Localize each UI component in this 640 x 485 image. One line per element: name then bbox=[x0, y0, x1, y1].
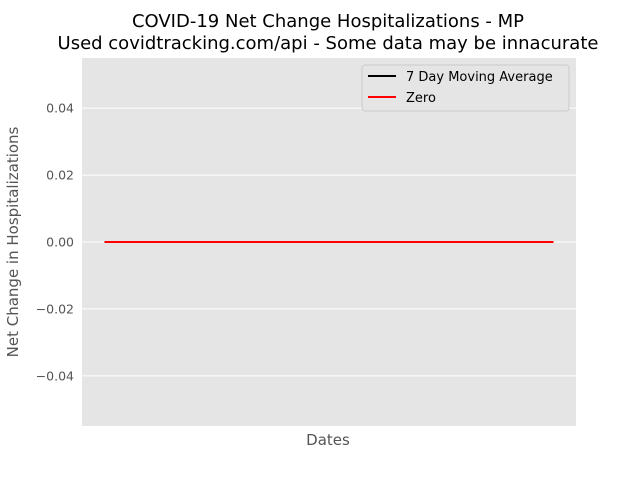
chart-title: COVID-19 Net Change Hospitalizations - M… bbox=[132, 11, 524, 32]
y-tick-label: −0.04 bbox=[36, 368, 74, 383]
legend-label-zero: Zero bbox=[406, 91, 436, 106]
y-axis-label: Net Change in Hospitalizations bbox=[4, 126, 22, 357]
y-tick-label: 0.02 bbox=[46, 168, 74, 183]
legend-label-moving-average: 7 Day Moving Average bbox=[406, 70, 553, 85]
legend-box bbox=[361, 64, 570, 112]
x-axis-label: Dates bbox=[306, 431, 350, 449]
y-tick-label: 0.00 bbox=[46, 235, 74, 250]
y-tick-label: −0.02 bbox=[36, 301, 74, 316]
y-tick-labels: −0.04 −0.02 0.00 0.02 0.04 bbox=[36, 101, 74, 384]
legend: 7 Day Moving Average Zero bbox=[361, 64, 570, 112]
chart-subtitle: Used covidtracking.com/api - Some data m… bbox=[58, 33, 599, 54]
y-tick-label: 0.04 bbox=[46, 101, 74, 116]
